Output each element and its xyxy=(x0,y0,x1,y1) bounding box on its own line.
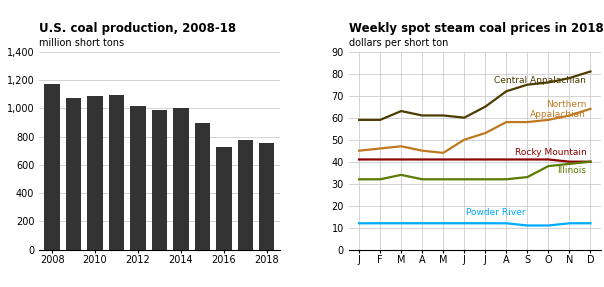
Bar xyxy=(237,140,253,250)
Text: Illinois: Illinois xyxy=(557,166,586,175)
Bar xyxy=(216,147,231,250)
Bar xyxy=(173,108,188,250)
Text: million short tons: million short tons xyxy=(39,38,124,48)
Text: Weekly spot steam coal prices in 2018: Weekly spot steam coal prices in 2018 xyxy=(349,22,603,35)
Bar xyxy=(88,96,103,250)
Bar xyxy=(259,143,274,250)
Text: Central Appalachian: Central Appalachian xyxy=(495,76,586,85)
Bar xyxy=(152,110,167,250)
Text: dollars per short ton: dollars per short ton xyxy=(349,38,448,48)
Bar xyxy=(130,106,146,250)
Text: Rocky Mountain: Rocky Mountain xyxy=(515,148,586,158)
Text: U.S. coal production, 2008-18: U.S. coal production, 2008-18 xyxy=(39,22,236,35)
Bar xyxy=(194,123,210,250)
Bar xyxy=(66,98,82,250)
Bar xyxy=(109,95,124,250)
Text: Northern
Appalachian: Northern Appalachian xyxy=(530,100,586,119)
Text: Powder River: Powder River xyxy=(466,208,525,217)
Bar xyxy=(45,84,60,250)
